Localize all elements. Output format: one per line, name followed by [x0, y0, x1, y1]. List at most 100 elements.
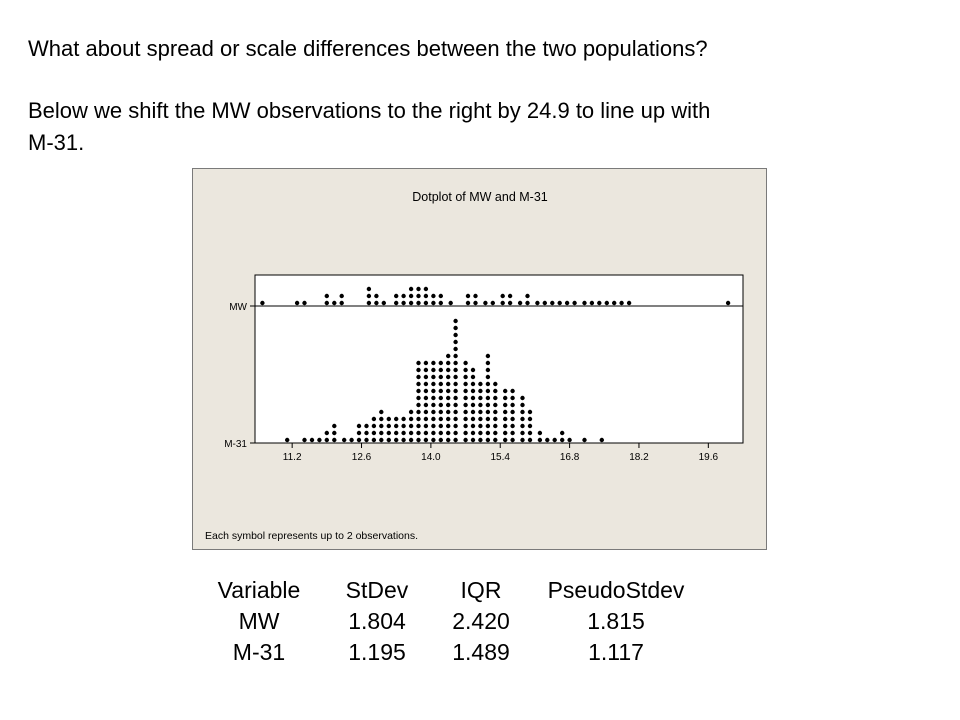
dot-point	[510, 423, 515, 429]
dot-point	[317, 437, 322, 443]
dot-point	[503, 395, 508, 401]
dot-point	[423, 381, 429, 387]
dot-point	[503, 409, 508, 415]
dot-point	[582, 437, 587, 443]
dot-point	[483, 300, 488, 306]
dot-point	[423, 367, 429, 373]
dot-point	[493, 416, 498, 422]
dot-point	[408, 409, 414, 415]
dot-point	[408, 286, 414, 292]
dot-point	[560, 437, 565, 443]
dot-point	[485, 395, 491, 401]
dot-point	[470, 388, 476, 394]
dot-point	[453, 360, 458, 366]
dot-point	[446, 388, 451, 394]
dot-point	[371, 430, 377, 436]
dot-point	[416, 374, 421, 380]
dot-point	[507, 293, 513, 299]
dot-point	[463, 437, 468, 443]
dot-point	[408, 430, 414, 436]
dot-point	[470, 423, 476, 429]
dot-point	[485, 388, 491, 394]
dot-point	[510, 409, 515, 415]
dot-point	[423, 360, 429, 366]
dot-point	[503, 416, 508, 422]
header-stdev: StDev	[345, 577, 409, 603]
dot-point	[260, 300, 265, 306]
dot-point	[364, 430, 369, 436]
dot-point	[431, 423, 436, 429]
dot-point	[416, 423, 421, 429]
dot-point	[324, 300, 329, 306]
dot-point	[507, 300, 513, 306]
dot-point	[416, 395, 421, 401]
dot-point	[416, 367, 421, 373]
dot-point	[386, 423, 391, 429]
dot-point	[431, 367, 436, 373]
dot-point	[542, 300, 547, 306]
dot-point	[453, 409, 458, 415]
dot-point	[379, 423, 384, 429]
dot-point	[470, 374, 476, 380]
dot-point	[572, 300, 577, 306]
dot-point	[503, 388, 508, 394]
dot-point	[478, 423, 483, 429]
dot-point	[453, 437, 458, 443]
dot-point	[478, 416, 483, 422]
dot-point	[366, 286, 372, 292]
dot-point	[438, 367, 443, 373]
dot-point	[349, 437, 354, 443]
dot-point	[537, 437, 543, 443]
dot-point	[478, 395, 483, 401]
dot-point	[438, 430, 443, 436]
dot-point	[438, 416, 443, 422]
dot-point	[416, 437, 421, 443]
dot-point	[356, 430, 362, 436]
dot-point	[527, 437, 533, 443]
dot-point	[431, 381, 436, 387]
dot-point	[423, 293, 429, 299]
dot-point	[423, 437, 429, 443]
cell-stdev: 1.804	[348, 608, 406, 634]
dot-point	[493, 395, 498, 401]
dot-point	[401, 437, 406, 443]
dot-point	[394, 430, 399, 436]
dot-point	[416, 416, 421, 422]
dot-point	[371, 416, 377, 422]
series-label: MW	[229, 302, 247, 313]
dot-point	[493, 409, 498, 415]
dot-point	[438, 409, 443, 415]
dot-point	[510, 416, 515, 422]
dot-point	[446, 416, 451, 422]
dot-point	[324, 437, 329, 443]
dot-point	[285, 437, 290, 443]
dot-point	[423, 402, 429, 408]
dot-point	[520, 416, 525, 422]
dot-point	[453, 318, 458, 324]
dot-point	[386, 416, 391, 422]
dots-layer	[260, 286, 731, 443]
dot-point	[725, 300, 731, 306]
dot-point	[332, 423, 337, 429]
dot-point	[332, 437, 337, 443]
x-tick-label: 14.0	[421, 452, 441, 463]
cell-variable: M-31	[232, 639, 286, 665]
dot-point	[453, 388, 458, 394]
dot-point	[416, 286, 421, 292]
dot-point	[537, 430, 543, 436]
dot-point	[416, 430, 421, 436]
dot-point	[493, 437, 498, 443]
dot-point	[485, 374, 491, 380]
dot-point	[379, 416, 384, 422]
dot-point	[599, 437, 604, 443]
dot-point	[438, 388, 443, 394]
dot-point	[401, 416, 406, 422]
dot-point	[604, 300, 609, 306]
dot-point	[438, 374, 443, 380]
dot-point	[478, 409, 483, 415]
dot-point	[485, 409, 491, 415]
dot-point	[478, 430, 483, 436]
dot-point	[431, 388, 436, 394]
cell-stdev: 1.195	[348, 639, 406, 665]
dot-point	[485, 430, 491, 436]
